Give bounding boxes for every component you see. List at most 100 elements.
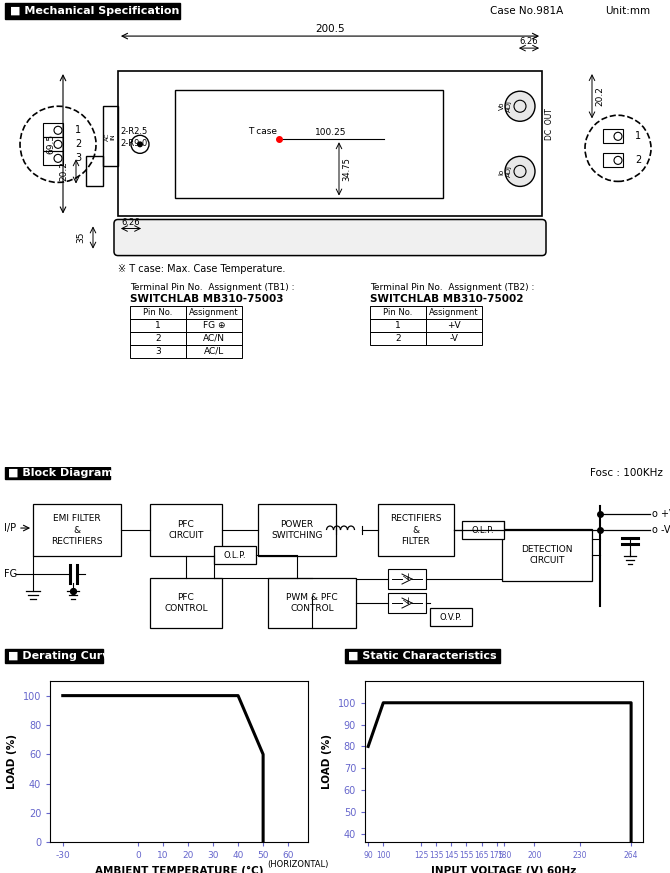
Text: Fosc : 100KHz: Fosc : 100KHz xyxy=(590,468,663,478)
Text: SWITCHLAB MB310-75003: SWITCHLAB MB310-75003 xyxy=(130,293,283,304)
Text: (HORIZONTAL): (HORIZONTAL) xyxy=(267,860,329,869)
Bar xyxy=(186,345,242,358)
Bar xyxy=(130,306,186,319)
Text: I/P: I/P xyxy=(4,523,16,533)
Bar xyxy=(118,72,542,217)
Bar xyxy=(43,151,63,165)
X-axis label: INPUT VOLTAGE (V) 60Hz: INPUT VOLTAGE (V) 60Hz xyxy=(431,866,577,873)
Bar xyxy=(462,521,504,539)
Text: ■ Block Diagram: ■ Block Diagram xyxy=(8,468,113,478)
Text: 3: 3 xyxy=(75,154,81,163)
Bar xyxy=(603,129,623,143)
Text: Vo
ADJ: Vo ADJ xyxy=(498,100,511,113)
Text: 200.5: 200.5 xyxy=(315,24,345,34)
Text: 2-R2.5: 2-R2.5 xyxy=(120,127,147,136)
Text: 2: 2 xyxy=(155,333,161,343)
Text: POWER
SWITCHING: POWER SWITCHING xyxy=(271,520,323,540)
Text: 69.5: 69.5 xyxy=(46,134,55,154)
Text: O.L.P.: O.L.P. xyxy=(224,551,247,560)
Text: 2: 2 xyxy=(395,333,401,343)
Bar xyxy=(33,504,121,556)
Text: ■ Static Characteristics: ■ Static Characteristics xyxy=(348,651,496,661)
Bar xyxy=(388,569,426,589)
Bar xyxy=(5,3,180,19)
Bar xyxy=(370,319,426,332)
Bar xyxy=(43,137,63,151)
Bar xyxy=(186,332,242,345)
Bar xyxy=(378,504,454,556)
FancyBboxPatch shape xyxy=(114,219,546,256)
X-axis label: AMBIENT TEMPERATURE (°C): AMBIENT TEMPERATURE (°C) xyxy=(95,866,263,873)
Text: PFC
CONTROL: PFC CONTROL xyxy=(164,593,208,613)
Bar xyxy=(43,123,63,137)
Text: AC/L: AC/L xyxy=(204,347,224,356)
Text: Pin No.: Pin No. xyxy=(383,307,413,317)
Text: +V: +V xyxy=(447,320,461,330)
Bar xyxy=(103,107,118,167)
Circle shape xyxy=(137,141,143,148)
Text: o +V: o +V xyxy=(652,509,670,519)
Bar xyxy=(5,650,103,663)
Text: 6.26: 6.26 xyxy=(520,38,538,46)
Bar xyxy=(130,345,186,358)
Bar xyxy=(603,154,623,168)
Text: Pin No.: Pin No. xyxy=(143,307,173,317)
Text: ■ Mechanical Specification: ■ Mechanical Specification xyxy=(10,6,180,16)
Text: AC
IN: AC IN xyxy=(105,132,115,141)
Text: 1: 1 xyxy=(155,320,161,330)
Y-axis label: LOAD (%): LOAD (%) xyxy=(322,734,332,789)
Text: 34.75: 34.75 xyxy=(342,157,351,181)
Bar xyxy=(370,306,426,319)
Bar xyxy=(86,156,103,187)
Bar xyxy=(130,332,186,345)
Bar xyxy=(345,650,500,663)
Bar xyxy=(430,608,472,626)
Text: PWM & PFC
CONTROL: PWM & PFC CONTROL xyxy=(286,593,338,613)
Text: Assignment: Assignment xyxy=(189,307,239,317)
Text: 20.2: 20.2 xyxy=(59,162,68,182)
Text: Assignment: Assignment xyxy=(429,307,479,317)
Text: FG ⊕: FG ⊕ xyxy=(203,320,225,330)
Text: 20.2: 20.2 xyxy=(595,86,604,107)
Bar xyxy=(150,578,222,628)
Text: 1: 1 xyxy=(395,320,401,330)
Text: 1: 1 xyxy=(75,126,81,135)
Text: Io
ADJ: Io ADJ xyxy=(498,165,511,177)
Text: EMI FILTER
&
RECTIFIERS: EMI FILTER & RECTIFIERS xyxy=(51,514,103,546)
Text: PFC
CIRCUIT: PFC CIRCUIT xyxy=(168,520,204,540)
Bar xyxy=(426,332,482,345)
Text: 2: 2 xyxy=(75,140,81,149)
Text: 3: 3 xyxy=(155,347,161,356)
Text: DC  OUT: DC OUT xyxy=(545,108,555,140)
Text: o -V: o -V xyxy=(652,525,670,535)
Bar xyxy=(130,319,186,332)
Y-axis label: LOAD (%): LOAD (%) xyxy=(7,734,17,789)
Text: FG: FG xyxy=(4,569,17,579)
Bar xyxy=(150,504,222,556)
Text: 35: 35 xyxy=(76,232,85,244)
Text: ■ Derating Curve: ■ Derating Curve xyxy=(8,651,117,661)
Text: SWITCHLAB MB310-75002: SWITCHLAB MB310-75002 xyxy=(370,293,523,304)
Bar xyxy=(5,467,110,479)
Circle shape xyxy=(505,156,535,187)
Bar xyxy=(268,578,356,628)
Bar xyxy=(175,90,443,198)
Text: AC/N: AC/N xyxy=(203,333,225,343)
Text: 2: 2 xyxy=(635,155,641,165)
Bar xyxy=(258,504,336,556)
Text: -V: -V xyxy=(450,333,458,343)
Text: ※ T case: Max. Case Temperature.: ※ T case: Max. Case Temperature. xyxy=(118,264,285,273)
Text: 100.25: 100.25 xyxy=(316,128,347,137)
Text: Terminal Pin No.  Assignment (TB2) :: Terminal Pin No. Assignment (TB2) : xyxy=(370,283,535,292)
Text: Unit:mm: Unit:mm xyxy=(605,6,650,16)
Text: 2-R9.0: 2-R9.0 xyxy=(120,139,147,148)
Text: O.V.P.: O.V.P. xyxy=(440,613,462,622)
Bar xyxy=(426,319,482,332)
Bar xyxy=(426,306,482,319)
Text: O.L.P.: O.L.P. xyxy=(472,526,494,534)
Text: RECTIFIERS
&
FILTER: RECTIFIERS & FILTER xyxy=(390,514,442,546)
Text: 1: 1 xyxy=(635,131,641,141)
Bar xyxy=(370,332,426,345)
Text: T case: T case xyxy=(248,127,277,136)
Bar xyxy=(388,593,426,613)
